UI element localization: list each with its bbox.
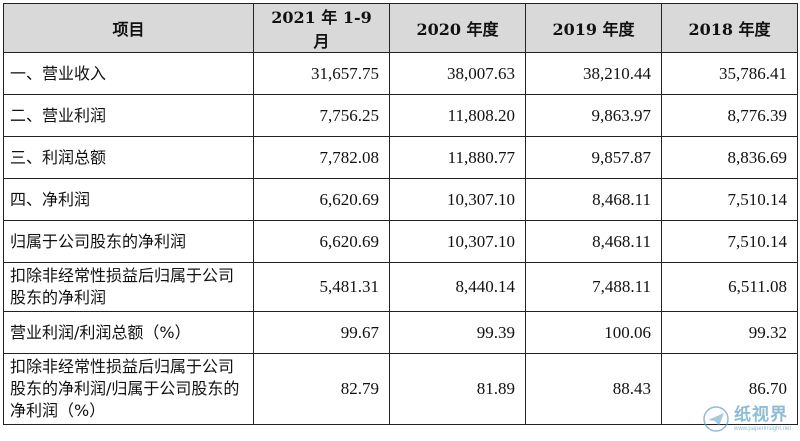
cell-value: 99.67 [253, 311, 390, 354]
cell-value: 8,440.14 [389, 262, 526, 312]
cell-value: 81.89 [389, 353, 526, 425]
watermark-url: www.paperinsight.net [734, 425, 792, 432]
cell-value: 7,488.11 [525, 262, 662, 312]
cell-value: 6,511.08 [661, 262, 798, 312]
table-row: 营业利润/利润总额（%） 99.67 99.39 100.06 99.32 [3, 311, 798, 354]
table-row: 扣除非经常性损益后归属于公司股东的净利润 5,481.31 8,440.14 7… [3, 262, 798, 312]
row-label: 营业利润/利润总额（%） [3, 311, 254, 354]
cell-value: 6,620.69 [253, 178, 390, 221]
cell-value: 38,007.63 [389, 52, 526, 95]
cell-value: 8,776.39 [661, 94, 798, 137]
cell-value: 10,307.10 [389, 220, 526, 263]
cell-value: 99.39 [389, 311, 526, 354]
row-label: 三、利润总额 [3, 136, 254, 179]
table-row: 四、净利润 6,620.69 10,307.10 8,468.11 7,510.… [3, 178, 798, 221]
header-2020: 2020 年度 [389, 3, 526, 53]
header-item: 项目 [3, 3, 254, 53]
cell-value: 9,863.97 [525, 94, 662, 137]
cell-value: 10,307.10 [389, 178, 526, 221]
cell-value: 8,468.11 [525, 220, 662, 263]
table-row: 三、利润总额 7,782.08 11,880.77 9,857.87 8,836… [3, 136, 798, 179]
table-header-row: 项目 2021 年 1-9 月 2020 年度 2019 年度 2018 年度 [3, 3, 798, 53]
watermark: 纸视界 www.paperinsight.net [702, 400, 798, 438]
table-row: 归属于公司股东的净利润 6,620.69 10,307.10 8,468.11 … [3, 220, 798, 263]
cell-value: 7,510.14 [661, 220, 798, 263]
cell-value: 6,620.69 [253, 220, 390, 263]
cell-value: 99.32 [661, 311, 798, 354]
cell-value: 11,808.20 [389, 94, 526, 137]
cell-value: 7,782.08 [253, 136, 390, 179]
cell-value: 86.70 [661, 353, 798, 425]
financial-summary-table: 项目 2021 年 1-9 月 2020 年度 2019 年度 2018 年度 … [3, 3, 798, 425]
table-row: 一、营业收入 31,657.75 38,007.63 38,210.44 35,… [3, 52, 798, 95]
header-2019: 2019 年度 [525, 3, 662, 53]
row-label: 归属于公司股东的净利润 [3, 220, 254, 263]
cell-value: 88.43 [525, 353, 662, 425]
table-row: 二、营业利润 7,756.25 11,808.20 9,863.97 8,776… [3, 94, 798, 137]
table-row: 扣除非经常性损益后归属于公司股东的净利润/归属于公司股东的净利润（%） 82.7… [3, 353, 798, 425]
cell-value: 100.06 [525, 311, 662, 354]
cell-value: 7,510.14 [661, 178, 798, 221]
watermark-brand: 纸视界 [734, 404, 788, 425]
row-label: 扣除非经常性损益后归属于公司股东的净利润 [3, 262, 254, 312]
cell-value: 38,210.44 [525, 52, 662, 95]
cell-value: 11,880.77 [389, 136, 526, 179]
cell-value: 31,657.75 [253, 52, 390, 95]
row-label: 四、净利润 [3, 178, 254, 221]
paper-plane-logo-icon [703, 406, 729, 432]
header-2021-q1-q3: 2021 年 1-9 月 [253, 3, 390, 53]
row-label: 二、营业利润 [3, 94, 254, 137]
cell-value: 8,468.11 [525, 178, 662, 221]
row-label: 扣除非经常性损益后归属于公司股东的净利润/归属于公司股东的净利润（%） [3, 353, 254, 425]
cell-value: 35,786.41 [661, 52, 798, 95]
cell-value: 82.79 [253, 353, 390, 425]
cell-value: 9,857.87 [525, 136, 662, 179]
header-2018: 2018 年度 [661, 3, 798, 53]
row-label: 一、营业收入 [3, 52, 254, 95]
watermark-text-group: 纸视界 www.paperinsight.net [734, 404, 792, 432]
cell-value: 5,481.31 [253, 262, 390, 312]
cell-value: 7,756.25 [253, 94, 390, 137]
cell-value: 8,836.69 [661, 136, 798, 179]
